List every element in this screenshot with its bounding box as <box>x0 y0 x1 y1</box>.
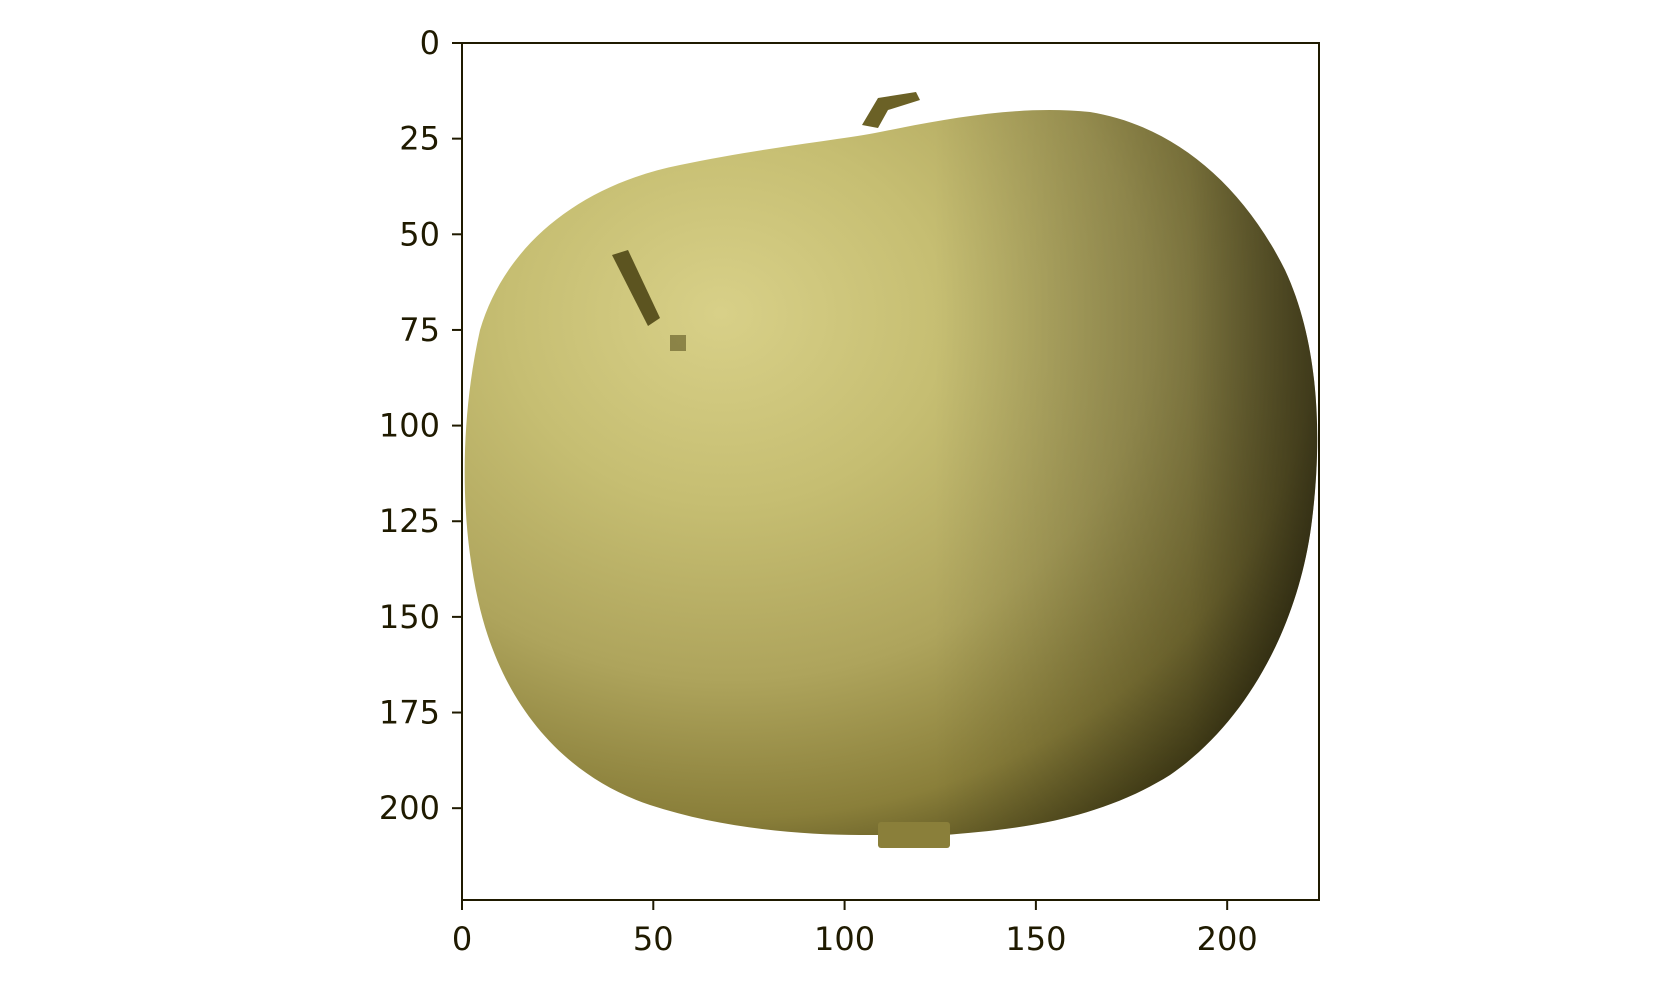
y-tick-label: 25 <box>399 120 440 158</box>
y-axis: 0 25 50 75 100 125 150 175 200 <box>379 24 462 827</box>
y-tick-label: 150 <box>379 598 440 636</box>
y-tick-label: 0 <box>420 24 440 62</box>
apple-bruise <box>612 250 660 326</box>
x-tick-label: 200 <box>1197 920 1258 958</box>
x-tick-label: 150 <box>1005 920 1066 958</box>
x-tick-label: 100 <box>814 920 875 958</box>
apple-bottom-nub <box>878 822 950 848</box>
x-tick-label: 50 <box>633 920 674 958</box>
y-tick-label: 175 <box>379 694 440 732</box>
y-tick-label: 75 <box>399 311 440 349</box>
apple-shadow <box>464 110 1318 835</box>
x-tick-label: 0 <box>452 920 472 958</box>
plot-frame <box>461 42 1320 901</box>
y-tick-label: 100 <box>379 407 440 445</box>
y-tick-label: 200 <box>379 789 440 827</box>
apple-speck <box>670 335 686 351</box>
apple-image <box>462 43 1319 900</box>
y-tick-label: 125 <box>379 502 440 540</box>
apple-stem <box>862 92 920 128</box>
x-axis: 0 50 100 150 200 <box>452 900 1258 958</box>
y-tick-label: 50 <box>399 215 440 253</box>
